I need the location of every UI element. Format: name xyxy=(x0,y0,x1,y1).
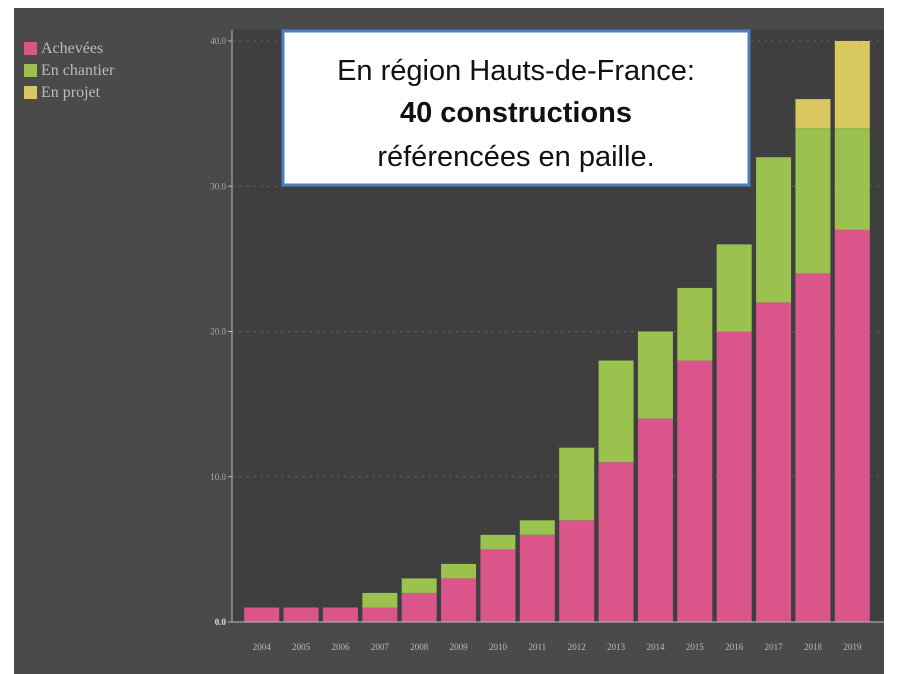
y-tick-label: 30.0 xyxy=(210,181,226,191)
legend-swatch xyxy=(24,64,37,77)
x-tick-label: 2016 xyxy=(725,642,744,652)
legend-label: En chantier xyxy=(41,62,115,79)
x-tick-label: 2008 xyxy=(410,642,429,652)
bar-segment xyxy=(323,607,358,622)
bar-segment xyxy=(756,302,791,622)
x-tick-label: 2019 xyxy=(843,642,862,652)
bar-segment xyxy=(795,128,830,273)
legend-swatch xyxy=(24,42,37,55)
bar-segment xyxy=(559,448,594,521)
y-tick-label: 0.0 xyxy=(215,617,227,627)
bar-segment xyxy=(480,535,515,550)
bar-segment xyxy=(520,520,555,535)
x-tick-label: 2011 xyxy=(528,642,546,652)
annotation-line: référencées en paille. xyxy=(377,141,654,173)
x-tick-label: 2006 xyxy=(331,642,350,652)
x-tick-label: 2012 xyxy=(568,642,586,652)
bar-segment xyxy=(480,549,515,622)
bar-segment xyxy=(559,520,594,622)
x-tick-label: 2013 xyxy=(607,642,626,652)
bar-segment xyxy=(520,535,555,622)
x-tick-label: 2009 xyxy=(450,642,469,652)
bar-segment xyxy=(717,332,752,623)
bar-segment xyxy=(402,593,437,622)
bar-segment xyxy=(677,288,712,361)
page: 0.0 10.0 20.0 30.0 40.0 2004 2005 2006 2007 2008 2… xyxy=(0,0,898,674)
y-tick-label: 40.0 xyxy=(210,36,226,46)
x-tick-label: 2015 xyxy=(686,642,705,652)
x-tick-label: 2010 xyxy=(489,642,508,652)
bar-segment xyxy=(835,128,870,230)
bar-segment xyxy=(638,419,673,622)
annotation-line: 40 constructions xyxy=(400,97,632,129)
bar-segment xyxy=(441,578,476,622)
x-tick-label: 2018 xyxy=(804,642,823,652)
bar-segment xyxy=(244,607,279,622)
bar-segment xyxy=(284,607,319,622)
bar-segment xyxy=(756,157,791,302)
bar-segment xyxy=(638,332,673,419)
legend-swatch xyxy=(24,86,37,99)
x-tick-label: 2005 xyxy=(292,642,311,652)
bar-segment xyxy=(677,361,712,622)
y-tick-label: 20.0 xyxy=(210,327,226,337)
bar-segment xyxy=(795,273,830,622)
bar-segment xyxy=(835,230,870,622)
chart: 0.0 10.0 20.0 30.0 40.0 2004 2005 2006 2007 2008 2… xyxy=(0,0,898,674)
bar-segment xyxy=(599,361,634,463)
legend-label: En projet xyxy=(41,84,101,101)
x-tick-label: 2014 xyxy=(646,642,665,652)
x-tick-label: 2017 xyxy=(765,642,784,652)
bar-segment xyxy=(362,593,397,608)
bar-segment xyxy=(402,578,437,593)
bar-segment xyxy=(717,244,752,331)
bar-segment xyxy=(362,607,397,622)
bar-segment xyxy=(795,99,830,128)
x-tick-label: 2007 xyxy=(371,642,390,652)
bar-segment xyxy=(835,41,870,128)
bar-segment xyxy=(599,462,634,622)
bar-segment xyxy=(441,564,476,579)
x-tick-label: 2004 xyxy=(253,642,272,652)
legend-label: Achevées xyxy=(41,40,103,57)
y-tick-label: 10.0 xyxy=(210,472,226,482)
annotation-line: En région Hauts-de-France: xyxy=(337,55,695,87)
